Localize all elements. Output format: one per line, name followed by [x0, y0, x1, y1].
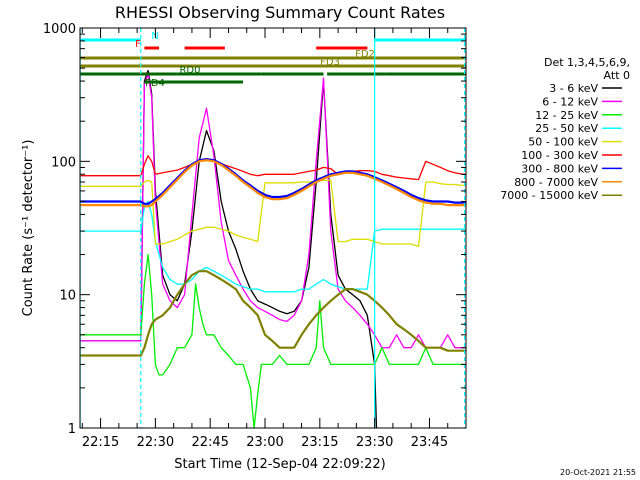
series-line-1	[80, 73, 466, 349]
y-tick-label-0: 1	[68, 422, 76, 437]
legend-label-8: 7000 - 15000 keV	[500, 189, 598, 202]
legend-label-2: 12 - 25 keV	[535, 109, 598, 122]
x-axis-label: Start Time (12-Sep-04 22:09:22)	[174, 457, 385, 472]
y-tick-label-3: 1000	[43, 22, 76, 37]
flag-label-fd4: FD4	[145, 78, 165, 89]
series-line-7	[80, 159, 466, 208]
flag-label-fd3: FD3	[320, 57, 340, 68]
series-line-6	[80, 158, 466, 205]
flag-label-f: F	[135, 39, 141, 50]
x-tick-label-5: 23:30	[356, 435, 393, 450]
series-line-3	[80, 200, 466, 293]
legend-header-1: Att 0	[604, 69, 630, 82]
legend-label-1: 6 - 12 keV	[542, 95, 598, 108]
x-tick-label-0: 22:15	[82, 435, 119, 450]
legend-label-5: 100 - 300 keV	[521, 149, 598, 162]
plot-frame	[79, 27, 467, 429]
legend-label-3: 25 - 50 keV	[535, 122, 598, 135]
legend-label-6: 300 - 800 keV	[521, 162, 598, 175]
series-line-8	[80, 270, 466, 357]
x-tick-label-4: 23:15	[301, 435, 338, 450]
legend-label-4: 50 - 100 keV	[528, 136, 598, 149]
x-tick-label-3: 23:00	[246, 435, 283, 450]
legend-header-0: Det 1,3,4,5,6,9,	[544, 56, 630, 69]
flag-label-rd0: RD0	[179, 65, 200, 76]
x-tick-label-2: 22:45	[191, 435, 228, 450]
series-line-4	[80, 179, 466, 248]
series-line-5	[80, 155, 466, 181]
series-line-2	[80, 253, 466, 429]
chart-title: RHESSI Observing Summary Count Rates	[115, 3, 445, 22]
axes-layer: 22:15 22:30 22:45 23:00 23:15 23:30 23:45 1 10 10…	[43, 22, 467, 450]
series-layer	[80, 69, 466, 429]
y-axis-label: Count Rate (s⁻¹ detector⁻¹)	[21, 140, 36, 317]
legend-label-7: 800 - 7000 keV	[514, 176, 598, 189]
y-tick-label-1: 10	[59, 289, 76, 304]
x-tick-label-1: 22:30	[137, 435, 174, 450]
y-tick-label-2: 100	[51, 155, 76, 170]
flag-label-fd2: FD2	[355, 49, 375, 60]
x-tick-label-6: 23:45	[411, 435, 448, 450]
legend-label-0: 3 - 6 keV	[549, 82, 598, 95]
timestamp-footer: 20-Oct-2021 21:55	[560, 468, 636, 477]
